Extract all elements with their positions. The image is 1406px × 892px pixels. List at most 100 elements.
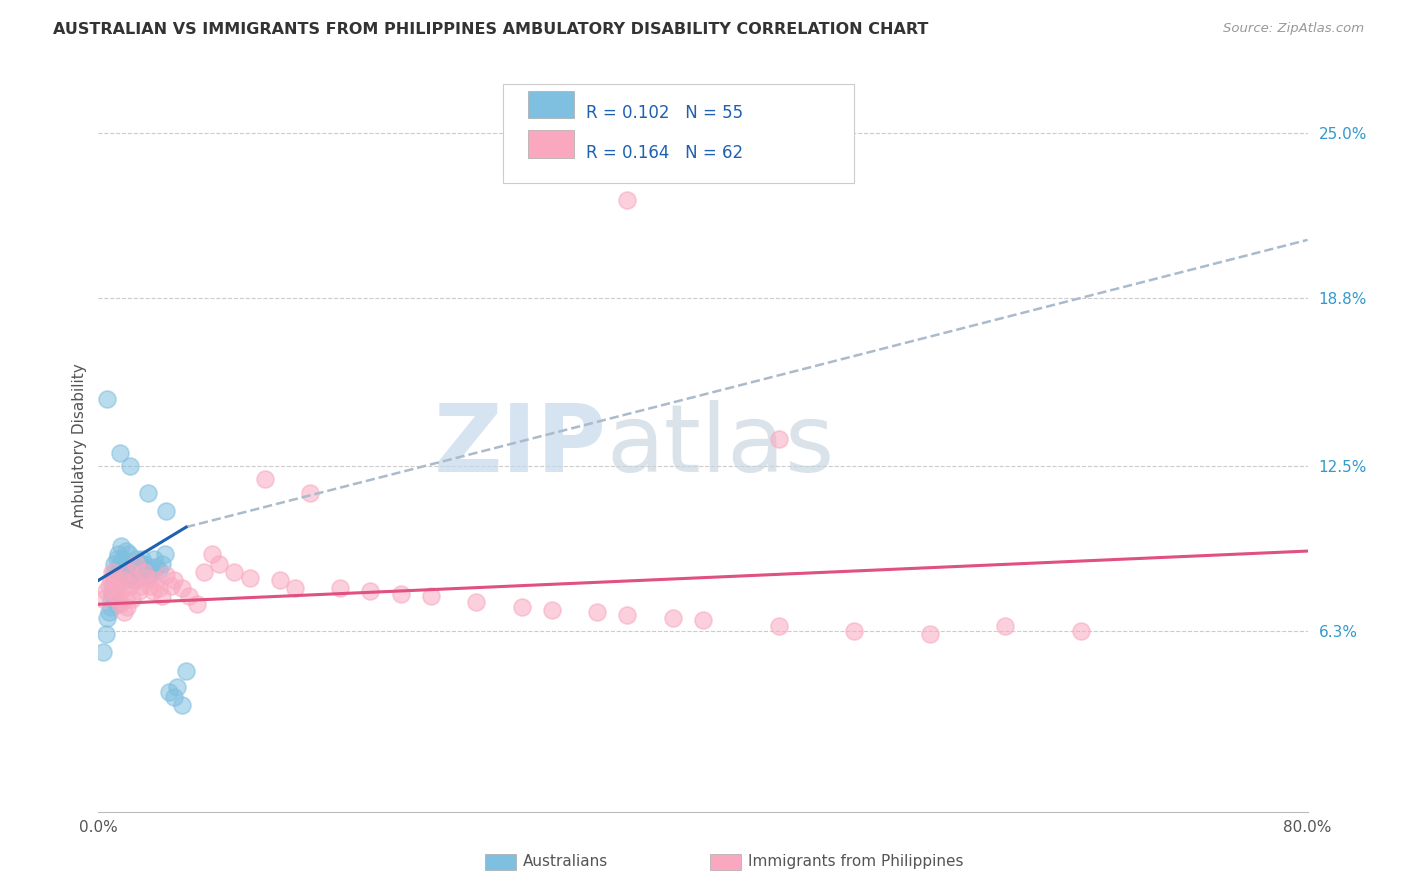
Point: [586, 605, 609, 619]
Point: [153, 547, 176, 561]
Point: [179, 589, 201, 603]
Point: [108, 445, 131, 459]
Point: [170, 698, 193, 713]
Point: [118, 566, 141, 580]
Point: [159, 685, 181, 699]
Point: [100, 574, 122, 588]
Point: [121, 591, 143, 606]
Point: [107, 547, 129, 561]
Point: [208, 558, 231, 572]
Point: [115, 558, 138, 572]
Point: [994, 618, 1017, 632]
Point: [148, 582, 170, 596]
Point: [269, 574, 291, 588]
Point: [125, 558, 148, 572]
Point: [105, 552, 128, 566]
Point: [101, 579, 124, 593]
Point: [510, 599, 533, 614]
Point: [104, 584, 127, 599]
Point: [139, 560, 162, 574]
Point: [108, 597, 131, 611]
Point: [122, 563, 145, 577]
Point: [114, 591, 136, 606]
Point: [98, 579, 121, 593]
Point: [103, 574, 125, 588]
Point: [111, 574, 134, 588]
Point: [131, 552, 153, 566]
Point: [329, 582, 352, 596]
Point: [135, 571, 157, 585]
Point: [107, 566, 129, 580]
Point: [118, 566, 141, 580]
Y-axis label: Ambulatory Disability: Ambulatory Disability: [72, 364, 87, 528]
Point: [125, 552, 148, 566]
Point: [299, 485, 322, 500]
Point: [186, 597, 208, 611]
Point: [128, 584, 150, 599]
Point: [112, 605, 135, 619]
Point: [120, 458, 142, 473]
Point: [120, 579, 142, 593]
Point: [160, 579, 183, 593]
Point: [1070, 624, 1092, 638]
Point: [692, 613, 714, 627]
Point: [163, 574, 186, 588]
Point: [110, 571, 132, 585]
FancyBboxPatch shape: [503, 84, 855, 183]
Point: [844, 624, 866, 638]
Point: [174, 664, 197, 678]
Point: [284, 582, 307, 596]
Text: Immigrants from Philippines: Immigrants from Philippines: [748, 855, 963, 869]
Point: [616, 607, 638, 622]
Point: [201, 547, 224, 561]
Point: [139, 579, 162, 593]
Point: [120, 558, 142, 572]
Point: [145, 560, 167, 574]
Point: [112, 563, 135, 577]
Point: [136, 485, 159, 500]
Point: [110, 539, 132, 553]
Point: [129, 579, 152, 593]
Point: [114, 574, 136, 588]
Point: [155, 504, 177, 518]
Point: [105, 579, 128, 593]
Point: [163, 690, 186, 705]
Point: [420, 589, 443, 603]
Point: [170, 582, 193, 596]
Point: [129, 558, 152, 572]
Point: [360, 584, 382, 599]
Point: [145, 574, 167, 588]
Point: [148, 563, 170, 577]
Point: [661, 610, 683, 624]
Point: [107, 591, 129, 606]
Point: [121, 568, 143, 582]
Point: [96, 392, 118, 407]
Point: [193, 566, 215, 580]
Point: [142, 584, 165, 599]
Point: [103, 558, 125, 572]
Point: [96, 610, 118, 624]
Point: [101, 566, 124, 580]
Point: [465, 594, 488, 608]
Text: ZIP: ZIP: [433, 400, 606, 492]
Point: [224, 566, 246, 580]
Point: [103, 566, 125, 580]
Point: [768, 433, 790, 447]
FancyBboxPatch shape: [527, 130, 574, 158]
Point: [918, 626, 941, 640]
Point: [114, 544, 136, 558]
Point: [141, 566, 163, 580]
Point: [132, 558, 155, 572]
Point: [103, 571, 125, 585]
Text: atlas: atlas: [606, 400, 835, 492]
Point: [150, 589, 173, 603]
Point: [143, 552, 166, 566]
Point: [135, 568, 157, 582]
Point: [108, 558, 131, 572]
Point: [540, 602, 562, 616]
FancyBboxPatch shape: [527, 90, 574, 119]
Point: [155, 568, 177, 582]
Point: [122, 574, 145, 588]
Point: [389, 586, 412, 600]
Point: [111, 552, 134, 566]
